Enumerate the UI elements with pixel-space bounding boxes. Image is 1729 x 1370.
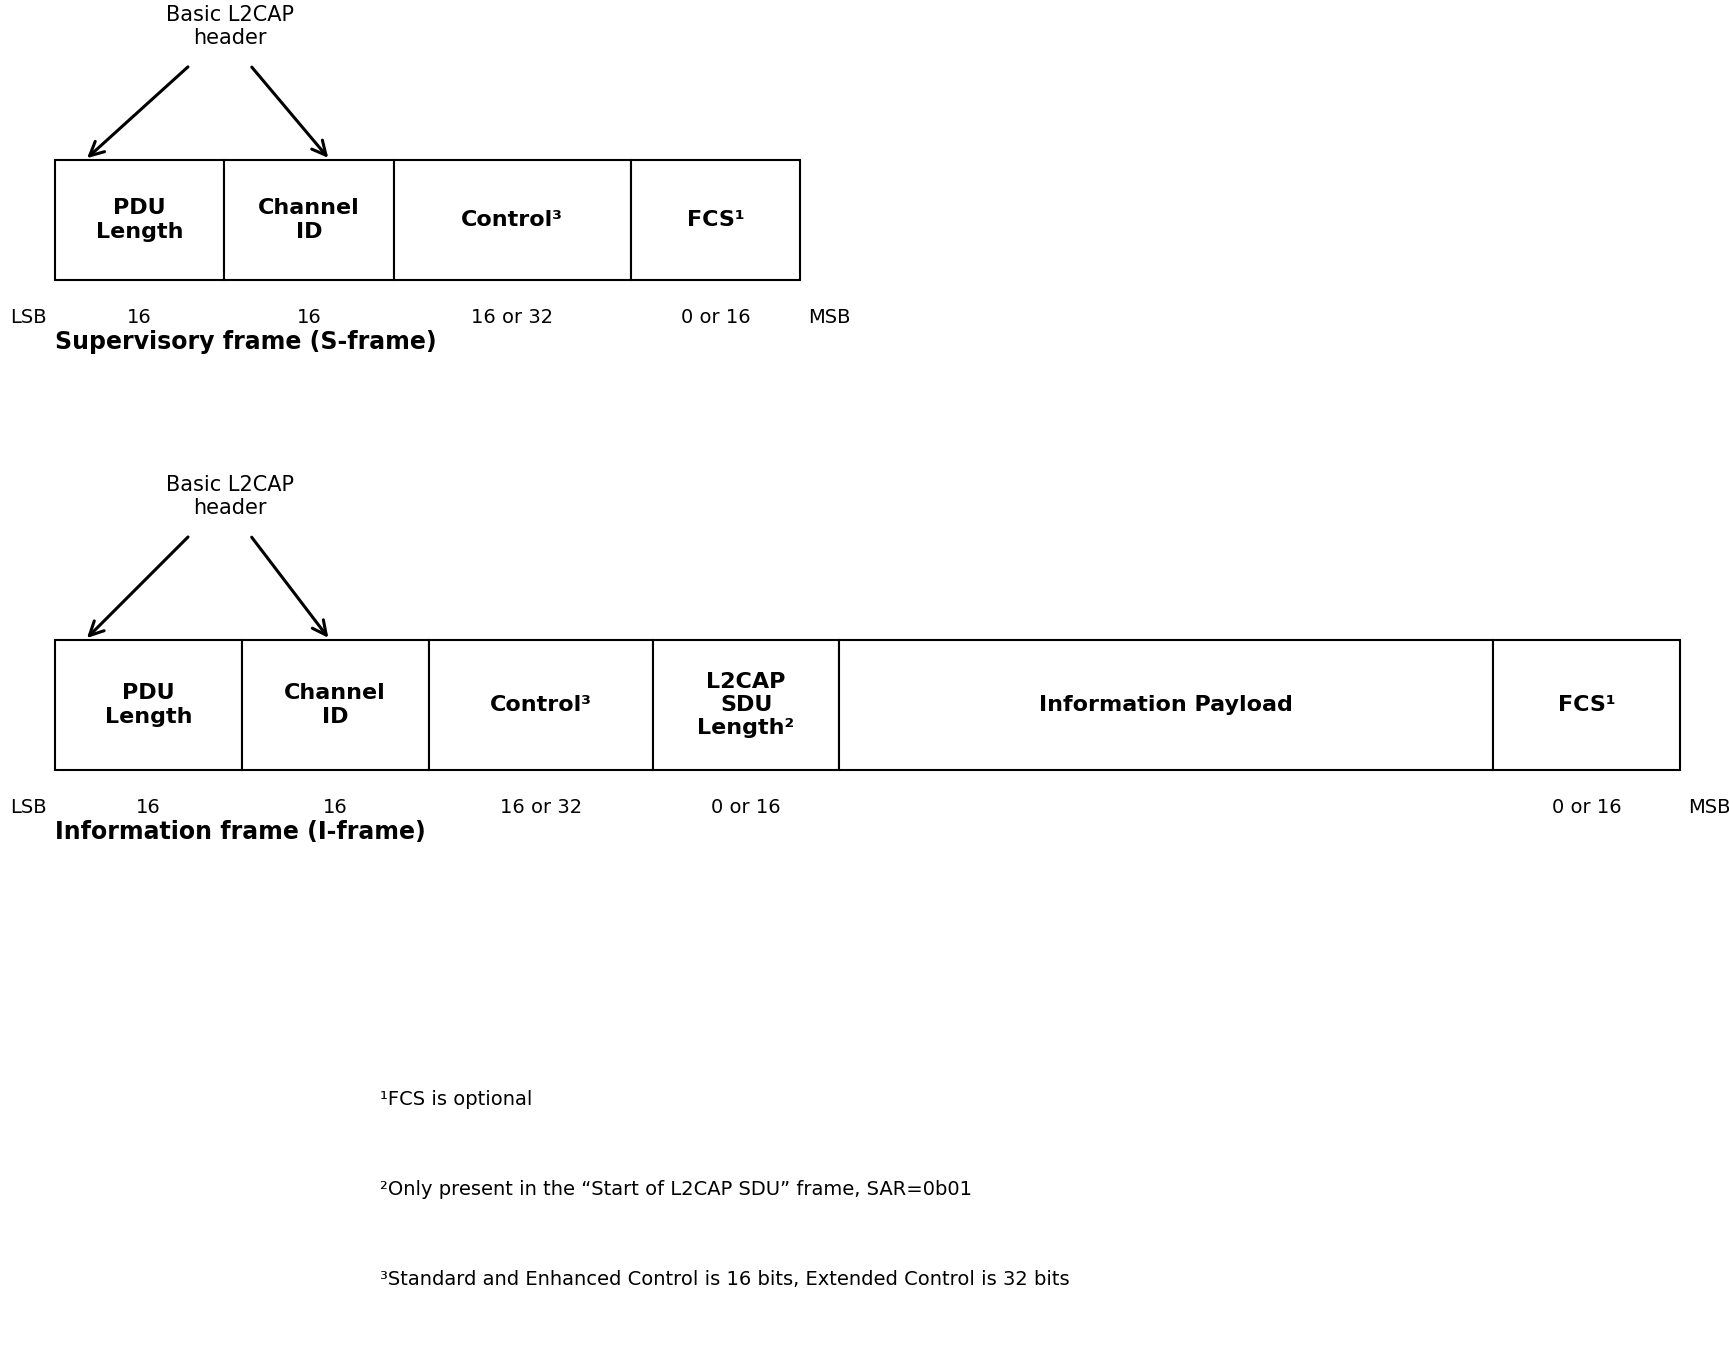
Text: Channel
ID: Channel ID — [258, 199, 360, 241]
Bar — [840, 640, 1494, 770]
Text: Control³: Control³ — [462, 210, 564, 230]
Text: 16: 16 — [137, 797, 161, 817]
Text: FCS¹: FCS¹ — [686, 210, 743, 230]
Text: MSB: MSB — [1688, 797, 1729, 817]
Text: Control³: Control³ — [489, 695, 591, 715]
Text: 0 or 16: 0 or 16 — [1553, 797, 1622, 817]
Bar — [55, 160, 225, 279]
Text: LSB: LSB — [10, 797, 47, 817]
Bar — [654, 640, 840, 770]
Text: 16: 16 — [323, 797, 348, 817]
Text: FCS¹: FCS¹ — [1558, 695, 1615, 715]
Bar — [225, 160, 394, 279]
Text: L2CAP
SDU
Length²: L2CAP SDU Length² — [697, 671, 795, 738]
Text: 16 or 32: 16 or 32 — [500, 797, 581, 817]
Text: Channel
ID: Channel ID — [284, 684, 386, 726]
Text: 16 or 32: 16 or 32 — [470, 308, 553, 327]
Bar — [242, 640, 429, 770]
Bar — [631, 160, 801, 279]
Bar — [1494, 640, 1681, 770]
Text: 0 or 16: 0 or 16 — [681, 308, 750, 327]
Text: Basic L2CAP
header: Basic L2CAP header — [166, 475, 294, 518]
Text: LSB: LSB — [10, 308, 47, 327]
Text: Information Payload: Information Payload — [1039, 695, 1293, 715]
Bar — [429, 640, 654, 770]
Text: MSB: MSB — [807, 308, 851, 327]
Text: 16: 16 — [297, 308, 322, 327]
Text: Supervisory frame (S-frame): Supervisory frame (S-frame) — [55, 330, 437, 353]
Text: ²Only present in the “Start of L2CAP SDU” frame, SAR=0b01: ²Only present in the “Start of L2CAP SDU… — [380, 1180, 972, 1199]
Text: 16: 16 — [128, 308, 152, 327]
Text: Information frame (I-frame): Information frame (I-frame) — [55, 821, 425, 844]
Bar — [55, 640, 242, 770]
Text: ¹FCS is optional: ¹FCS is optional — [380, 1091, 533, 1108]
Text: 0 or 16: 0 or 16 — [711, 797, 782, 817]
Text: Basic L2CAP
header: Basic L2CAP header — [166, 5, 294, 48]
Text: ³Standard and Enhanced Control is 16 bits, Extended Control is 32 bits: ³Standard and Enhanced Control is 16 bit… — [380, 1270, 1070, 1289]
Text: PDU
Length: PDU Length — [105, 684, 192, 726]
Text: PDU
Length: PDU Length — [95, 199, 183, 241]
Bar — [394, 160, 631, 279]
